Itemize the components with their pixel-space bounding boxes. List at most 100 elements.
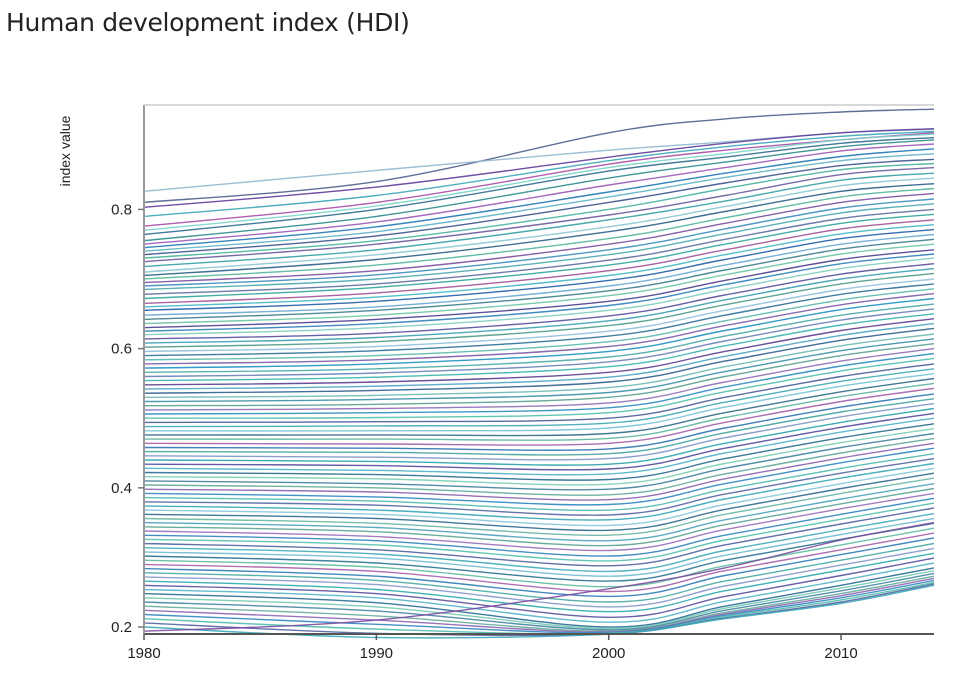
series-line-90 bbox=[143, 547, 935, 608]
series-line-19 bbox=[143, 192, 935, 284]
series-line-53 bbox=[143, 363, 935, 424]
series-line-50 bbox=[143, 347, 935, 411]
series-line-31 bbox=[143, 253, 935, 332]
y-tick-label: 0.6 bbox=[111, 341, 132, 358]
series-line-30 bbox=[143, 249, 935, 329]
series-line-76 bbox=[143, 477, 935, 537]
series-line-8 bbox=[143, 139, 935, 242]
series-line-23 bbox=[143, 213, 935, 300]
y-tick-label: 0.2 bbox=[111, 619, 132, 636]
x-tick-label: 2010 bbox=[824, 645, 857, 662]
series-line-27 bbox=[143, 233, 935, 316]
series-line-68 bbox=[143, 437, 935, 496]
series-line-11 bbox=[143, 153, 935, 252]
series-line-36 bbox=[143, 278, 935, 353]
series-line-44 bbox=[143, 318, 935, 386]
series-line-28 bbox=[143, 238, 935, 321]
series-line-73 bbox=[143, 462, 935, 521]
series-line-60 bbox=[143, 398, 935, 456]
series-line-82 bbox=[143, 507, 935, 567]
series-line-25 bbox=[143, 224, 935, 308]
series-line-35 bbox=[143, 272, 935, 348]
series-line-4 bbox=[143, 130, 935, 218]
series-line-62 bbox=[143, 407, 935, 466]
series-line-75 bbox=[143, 472, 935, 532]
x-tick-label: 1990 bbox=[360, 645, 393, 662]
series-line-38 bbox=[143, 288, 935, 361]
series-line-10 bbox=[143, 148, 935, 249]
series-line-59 bbox=[143, 393, 935, 451]
series-line-40 bbox=[143, 297, 935, 369]
series-line-20 bbox=[143, 198, 935, 287]
series-line-103 bbox=[143, 521, 935, 632]
series-line-14 bbox=[143, 166, 935, 263]
series-line-61 bbox=[143, 402, 935, 461]
series-line-39 bbox=[143, 292, 935, 365]
series-lines bbox=[143, 108, 935, 639]
series-line-92 bbox=[143, 557, 935, 619]
series-line-43 bbox=[143, 313, 935, 382]
series-line-54 bbox=[143, 368, 935, 428]
series-line-65 bbox=[143, 423, 935, 481]
series-line-83 bbox=[143, 512, 935, 573]
series-line-81 bbox=[143, 502, 935, 562]
y-tick-label: 0.4 bbox=[111, 480, 132, 497]
series-line-70 bbox=[143, 447, 935, 506]
series-line-87 bbox=[143, 532, 935, 593]
x-tick-label: 2000 bbox=[592, 645, 625, 662]
series-line-9 bbox=[143, 143, 935, 245]
series-line-18 bbox=[143, 187, 935, 280]
series-line-86 bbox=[143, 527, 935, 588]
series-line-57 bbox=[143, 382, 935, 441]
series-line-34 bbox=[143, 267, 935, 344]
series-line-6 bbox=[143, 133, 935, 231]
series-line-15 bbox=[143, 172, 935, 268]
series-line-56 bbox=[143, 377, 935, 437]
series-line-58 bbox=[143, 387, 935, 446]
series-line-21 bbox=[143, 203, 935, 291]
series-line-84 bbox=[143, 517, 935, 577]
series-line-24 bbox=[143, 219, 935, 305]
series-line-48 bbox=[143, 338, 935, 403]
series-line-89 bbox=[143, 542, 935, 603]
series-line-96 bbox=[143, 572, 935, 631]
series-line-26 bbox=[143, 228, 935, 311]
series-line-78 bbox=[143, 487, 935, 547]
series-line-93 bbox=[143, 562, 935, 623]
y-tick-label: 0.8 bbox=[111, 201, 132, 218]
y-axis-ticks: 0.2 0.4 0.6 0.8 bbox=[111, 201, 144, 636]
series-line-37 bbox=[143, 283, 935, 357]
series-line-29 bbox=[143, 243, 935, 325]
series-line-3 bbox=[143, 128, 935, 208]
series-line-67 bbox=[143, 432, 935, 491]
series-line-95 bbox=[143, 570, 935, 630]
series-line-79 bbox=[143, 492, 935, 552]
series-line-1 bbox=[143, 108, 935, 204]
series-line-55 bbox=[143, 373, 935, 432]
series-line-49 bbox=[143, 343, 935, 407]
series-line-52 bbox=[143, 357, 935, 419]
series-line-74 bbox=[143, 467, 935, 527]
series-line-13 bbox=[143, 162, 935, 259]
series-line-22 bbox=[143, 208, 935, 295]
series-line-16 bbox=[143, 177, 935, 273]
series-line-64 bbox=[143, 417, 935, 476]
series-line-88 bbox=[143, 537, 935, 598]
series-line-33 bbox=[143, 263, 935, 340]
series-line-17 bbox=[143, 183, 935, 277]
series-line-94 bbox=[143, 567, 935, 628]
series-line-45 bbox=[143, 322, 935, 390]
series-line-80 bbox=[143, 497, 935, 557]
series-line-32 bbox=[143, 257, 935, 336]
series-line-42 bbox=[143, 308, 935, 378]
series-line-41 bbox=[143, 303, 935, 373]
page-title: Human development index (HDI) bbox=[6, 8, 410, 37]
series-line-69 bbox=[143, 442, 935, 501]
x-axis-ticks: 1980 1990 2000 2010 bbox=[127, 634, 858, 662]
series-line-66 bbox=[143, 428, 935, 486]
y-axis-title: index value bbox=[57, 115, 73, 186]
series-line-71 bbox=[143, 453, 935, 512]
series-line-46 bbox=[143, 327, 935, 394]
series-line-7 bbox=[143, 137, 935, 236]
